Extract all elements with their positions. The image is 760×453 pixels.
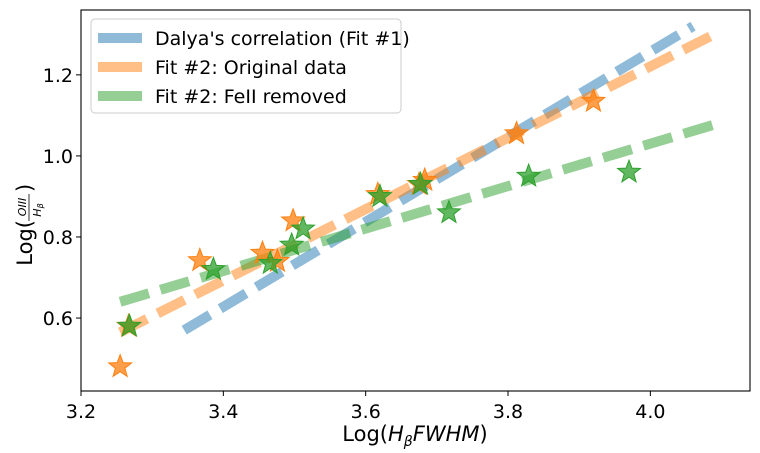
data-point-1-11 (580, 87, 607, 113)
data-point-1-3 (187, 247, 213, 272)
y-label-den-main: H (31, 208, 44, 216)
data-point-2-2 (200, 255, 227, 281)
fit-line-3 (118, 118, 720, 307)
y-axis-label: Log( OIII Hβ ) (13, 184, 45, 266)
data-point-1-1 (107, 353, 133, 378)
x-label-main: H (388, 422, 404, 446)
fit-lines (117, 21, 720, 337)
data-point-2-1 (116, 312, 143, 338)
legend: Dalya's correlation (Fit #1) Fit #2: Orig… (90, 18, 410, 114)
data-point-2-9 (515, 162, 542, 188)
data-point-2-3 (257, 249, 284, 275)
data-point-2-8 (436, 199, 462, 224)
data-point-2-10 (616, 158, 642, 184)
data-point-2-7 (407, 170, 434, 196)
x-label-rest: FWHM (413, 422, 480, 446)
x-label-prefix: Log( (342, 422, 388, 446)
plot-frame (80, 9, 751, 392)
y-label-denominator: Hβ (31, 203, 45, 216)
y-tick-label-1: 0.6 (43, 308, 73, 330)
y-tick-label-3: 1.0 (43, 146, 73, 168)
x-label-sub: β (403, 434, 413, 450)
y-label-den-sub: β (36, 203, 45, 209)
legend-label-3: Fit #2: FeII removed (155, 86, 347, 108)
y-label-suffix: ) (13, 184, 37, 192)
fit-line-2 (117, 29, 717, 337)
legend-label-2: Fit #2: Original data (155, 57, 347, 79)
data-point-2-5 (290, 215, 316, 240)
x-tick-label-5: 4.0 (635, 401, 665, 423)
x-axis-label: Log(HβFWHM) (342, 422, 487, 450)
y-label-prefix: Log( (13, 220, 37, 266)
x-label-suffix: ) (480, 422, 488, 446)
data-point-1-10 (503, 120, 530, 145)
x-tick-label-4: 3.8 (493, 401, 523, 423)
legend-box (90, 18, 402, 114)
y-tick-label-2: 0.8 (43, 227, 73, 249)
y-tick-label-4: 1.2 (43, 65, 73, 87)
y-label-numerator: OIII (16, 198, 29, 216)
data-point-2-6 (367, 183, 393, 208)
fit-line-1 (181, 21, 696, 335)
data-points (107, 87, 642, 378)
x-tick-label-1: 3.2 (66, 401, 96, 423)
axis-ticks: 3.2 3.4 3.6 3.8 4.0 0.6 0.8 1.0 1.2 (43, 65, 666, 423)
data-point-2-4 (278, 231, 305, 256)
x-tick-label-2: 3.4 (208, 401, 238, 423)
x-tick-label-3: 3.6 (351, 401, 381, 423)
legend-label-1: Dalya's correlation (Fit #1) (155, 28, 410, 50)
data-point-1-4 (249, 239, 276, 265)
